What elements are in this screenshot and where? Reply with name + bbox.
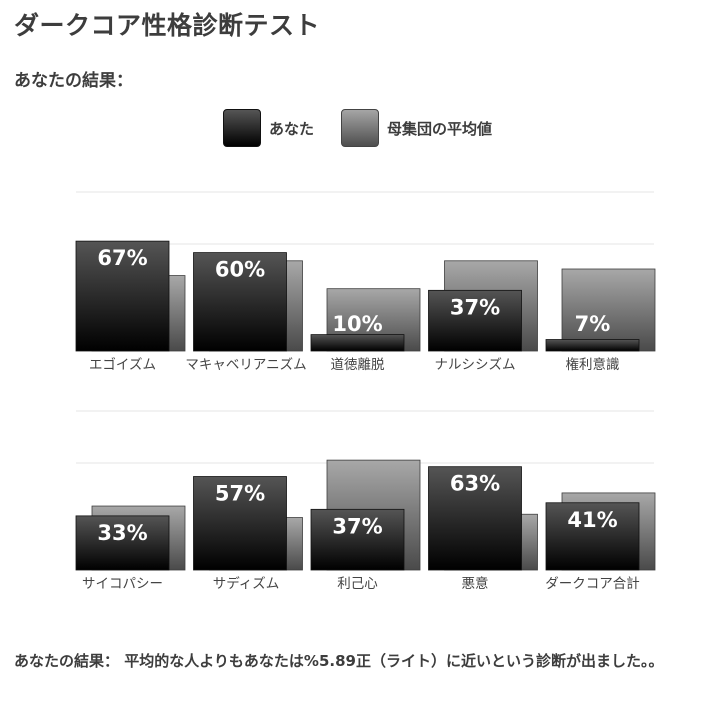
- bar-you: [545, 502, 640, 571]
- category-label: サディズム: [213, 575, 280, 592]
- legend-item-average: 母集団の平均値: [341, 108, 492, 148]
- category-label: エゴイズム: [89, 356, 156, 373]
- category-label: サイコパシー: [82, 576, 163, 592]
- bar-value-label: 60%: [215, 258, 265, 282]
- category-label: 権利意識: [566, 356, 620, 373]
- bar-value-label: 33%: [97, 521, 147, 545]
- bar-value-label: 41%: [567, 508, 617, 532]
- result-summary: あなたの結果： 平均的な人よりもあなたは%5.89正（ライト）に近いという診断が…: [14, 652, 664, 670]
- bar-you: [310, 334, 405, 352]
- bar-you: [428, 289, 522, 352]
- legend-label-average: 母集団の平均値: [387, 119, 493, 138]
- category-label: 悪意: [462, 575, 489, 592]
- bar-chart-bottom: 33% サイコパシー 57% サディズム 37% 利己心 63% 悪意 41% ダークコア合計: [75, 410, 656, 592]
- bar-value-label: 67%: [97, 246, 147, 270]
- bar-you: [310, 508, 405, 571]
- bar-average: [561, 268, 656, 352]
- bar-you: [428, 466, 522, 571]
- bar-value-label: 63%: [450, 472, 500, 496]
- category-label: 道徳離脱: [331, 357, 385, 373]
- results-heading: あなたの結果：: [14, 71, 133, 91]
- bar-value-label: 57%: [215, 482, 265, 506]
- bar-you: [545, 339, 640, 352]
- legend-swatch-you: [223, 109, 261, 147]
- bar-you: [193, 252, 287, 352]
- bar-you: [75, 515, 170, 571]
- chart-legend: あなた 母集団の平均値: [0, 108, 722, 148]
- category-label: ナルシシズム: [435, 357, 516, 373]
- page-title: ダークコア性格診断テスト: [14, 11, 321, 40]
- category-label: マキャベリアニズム: [185, 357, 306, 373]
- legend-label-you: あなた: [269, 119, 315, 138]
- bar-value-label: 10%: [332, 312, 382, 336]
- bar-you: [75, 240, 170, 352]
- legend-swatch-average: [341, 109, 379, 147]
- bar-value-label: 7%: [575, 312, 611, 336]
- bar-value-label: 37%: [332, 514, 382, 538]
- legend-item-you: あなた: [223, 108, 314, 148]
- bar-chart-top: 67% エゴイズム 60% マキャベリアニズム 10% 道徳離脱 37% ナルシシズム 7% 権利…: [75, 191, 656, 373]
- category-label: 利己心: [337, 576, 378, 592]
- category-label: ダークコア合計: [545, 576, 640, 592]
- bar-value-label: 37%: [450, 295, 500, 319]
- bar-you: [193, 476, 287, 571]
